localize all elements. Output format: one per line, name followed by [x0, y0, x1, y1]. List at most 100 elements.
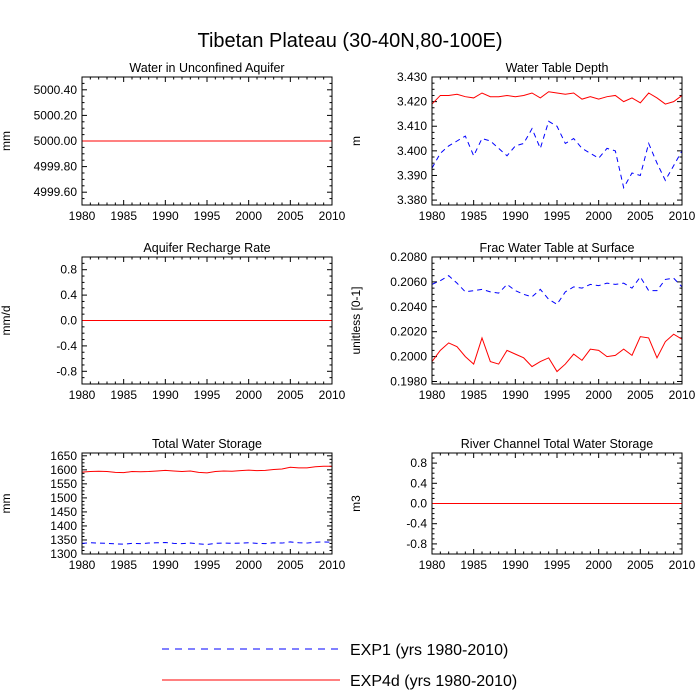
y-axis-label: mm [0, 131, 13, 151]
x-tick-label: 1990 [152, 388, 179, 402]
x-tick-label: 1985 [460, 558, 487, 572]
y-tick-label: 1400 [50, 519, 77, 533]
y-tick-label: 1350 [50, 533, 77, 547]
x-tick-label: 1995 [544, 209, 571, 223]
y-axis-label: mm/d [0, 306, 13, 336]
x-tick-label: 1990 [502, 209, 529, 223]
legend: EXP1 (yrs 1980-2010) EXP4d (yrs 1980-201… [162, 642, 517, 690]
y-tick-label: 3.430 [397, 70, 427, 84]
x-tick-label: 2010 [319, 388, 346, 402]
x-tick-label: 1985 [460, 209, 487, 223]
y-tick-label: 0.1980 [390, 375, 427, 389]
x-tick-label: 2005 [627, 209, 654, 223]
x-tick-label: 2010 [319, 558, 346, 572]
y-tick-label: 3.390 [397, 168, 427, 182]
panel-title: Aquifer Recharge Rate [143, 241, 270, 255]
x-tick-label: 2010 [319, 209, 346, 223]
y-axis-label: m [349, 136, 363, 146]
x-tick-label: 1980 [69, 209, 96, 223]
x-tick-label: 1980 [419, 388, 446, 402]
y-tick-label: 3.400 [397, 144, 427, 158]
y-tick-label: 0.2080 [390, 250, 427, 264]
figure-title: Tibetan Plateau (30-40N,80-100E) [197, 30, 503, 52]
y-tick-label: 0.8 [60, 263, 77, 277]
panel-title: Frac Water Table at Surface [480, 241, 635, 255]
series-line-exp4d [431, 91, 683, 105]
x-tick-label: 1990 [152, 558, 179, 572]
chart-panel-4: Frac Water Table at Surface unitless [0-1… [349, 241, 696, 402]
panel-title: Water in Unconfined Aquifer [129, 61, 284, 75]
y-tick-label: 1650 [50, 449, 77, 463]
y-tick-label: 3.420 [397, 95, 427, 109]
x-tick-label: 1995 [544, 388, 571, 402]
panel-title: Water Table Depth [506, 61, 609, 75]
x-tick-label: 1995 [194, 388, 221, 402]
legend-exp4d-label: EXP4d (yrs 1980-2010) [350, 673, 517, 690]
panel-title: Total Water Storage [152, 437, 262, 451]
x-tick-label: 1980 [69, 388, 96, 402]
plot-frame [431, 452, 683, 555]
y-tick-label: 0.0 [60, 314, 77, 328]
x-tick-label: 1985 [110, 209, 137, 223]
y-axis-label: mm [0, 494, 13, 514]
x-tick-label: 1985 [460, 388, 487, 402]
plot-frame [81, 256, 333, 385]
x-tick-label: 1995 [544, 558, 571, 572]
series-line-exp1 [81, 541, 333, 545]
x-tick-label: 2010 [669, 388, 696, 402]
x-tick-label: 1985 [110, 388, 137, 402]
x-tick-label: 2005 [627, 558, 654, 572]
y-tick-label: -0.8 [406, 537, 427, 551]
x-tick-label: 1995 [194, 558, 221, 572]
y-tick-label: 3.410 [397, 119, 427, 133]
x-tick-label: 2000 [585, 558, 612, 572]
y-tick-label: 4999.60 [34, 185, 78, 199]
x-tick-label: 2005 [627, 388, 654, 402]
y-tick-label: 1600 [50, 463, 77, 477]
y-tick-label: 1500 [50, 491, 77, 505]
legend-exp1-label: EXP1 (yrs 1980-2010) [350, 642, 508, 659]
plot-frame [431, 256, 683, 385]
chart-panel-2: Water Table Depth m 1980 1985 1990 1995 2000 20… [349, 61, 696, 223]
x-tick-label: 2010 [669, 558, 696, 572]
plot-frame [81, 76, 333, 206]
y-tick-label: 0.4 [60, 288, 77, 302]
series-line-exp1 [431, 275, 683, 305]
y-tick-label: 0.2020 [390, 325, 427, 339]
y-tick-label: 0.8 [410, 456, 427, 470]
x-tick-label: 2000 [235, 558, 262, 572]
series-line-exp1 [431, 120, 683, 190]
x-tick-label: 2005 [277, 388, 304, 402]
series-line-exp4d [431, 333, 683, 373]
y-tick-label: 1550 [50, 477, 77, 491]
x-tick-label: 1980 [69, 558, 96, 572]
x-tick-label: 1980 [419, 558, 446, 572]
y-tick-label: 1450 [50, 505, 77, 519]
chart-panel-6: River Channel Total Water Storage m3 1980 1… [349, 437, 696, 572]
x-tick-label: 2010 [669, 209, 696, 223]
y-tick-label: -0.8 [56, 364, 77, 378]
panel-title: River Channel Total Water Storage [461, 437, 654, 451]
y-tick-label: -0.4 [406, 517, 427, 531]
chart-panel-3: Aquifer Recharge Rate mm/d 1980 1985 1990 199… [0, 241, 346, 402]
y-tick-label: 3.380 [397, 193, 427, 207]
x-tick-label: 1990 [152, 209, 179, 223]
chart-panel-5: Total Water Storage mm 1980 1985 1990 1995 200… [0, 437, 346, 572]
y-tick-label: 1300 [50, 547, 77, 561]
x-tick-label: 2000 [585, 209, 612, 223]
y-tick-label: 0.4 [410, 476, 427, 490]
x-tick-label: 2000 [235, 388, 262, 402]
y-axis-label: m3 [349, 495, 363, 512]
y-tick-label: -0.4 [56, 339, 77, 353]
chart-panel-grid: Water in Unconfined Aquifer mm 1980 1985 199… [0, 61, 696, 572]
y-tick-label: 5000.00 [34, 134, 78, 148]
x-tick-label: 1990 [502, 388, 529, 402]
y-tick-label: 5000.40 [34, 83, 78, 97]
x-tick-label: 2005 [277, 558, 304, 572]
y-tick-label: 5000.20 [34, 108, 78, 122]
series-line-exp4d [81, 465, 332, 474]
y-tick-label: 4999.80 [34, 160, 78, 174]
x-tick-label: 2005 [277, 209, 304, 223]
x-tick-label: 1980 [419, 209, 446, 223]
y-axis-label: unitless [0-1] [349, 286, 363, 354]
